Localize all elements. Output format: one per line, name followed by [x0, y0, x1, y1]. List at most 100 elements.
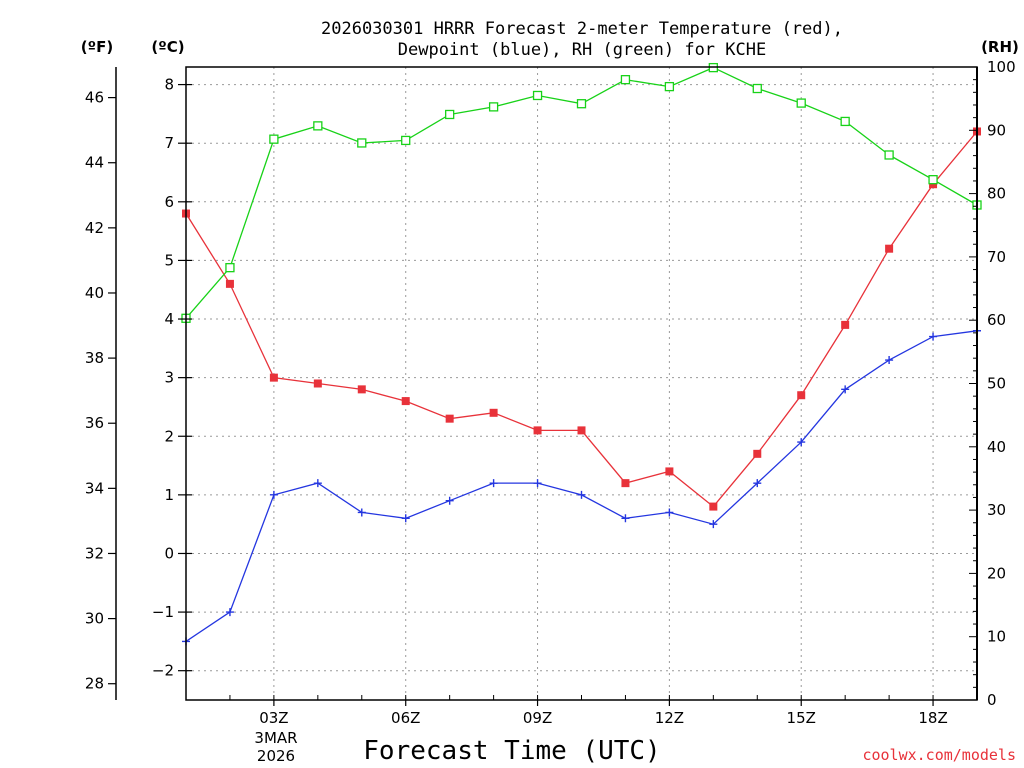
credit-text: coolwx.com/models: [862, 746, 1016, 764]
data-point-dewpoint: [533, 479, 542, 488]
data-point-temperature: [885, 244, 894, 253]
data-point-temperature: [621, 479, 630, 488]
y-tick-label-rh: 20: [987, 564, 1006, 582]
y-tick-label-f: 42: [85, 219, 104, 237]
data-point-rh: [269, 134, 279, 144]
y-tick-label-c: −2: [152, 662, 174, 680]
y-tick-label-f: 40: [85, 284, 104, 302]
y-tick-label-f: 28: [85, 675, 104, 693]
data-point-temperature: [665, 467, 674, 476]
y-tick-label-c: 3: [164, 369, 174, 387]
data-point-rh: [884, 150, 894, 160]
y-tick-label-rh: 30: [987, 501, 1006, 519]
data-point-temperature: [313, 379, 322, 388]
data-point-rh: [752, 83, 762, 94]
data-point-dewpoint: [401, 514, 410, 523]
data-point-rh: [664, 81, 675, 92]
data-point-temperature: [577, 426, 586, 435]
y-tick-label-rh: 10: [987, 628, 1006, 646]
data-point-dewpoint: [753, 479, 762, 488]
data-point-rh: [532, 90, 543, 101]
y-tick-label-f: 46: [85, 89, 104, 107]
data-point-dewpoint: [841, 385, 850, 394]
x-tick-label: 15Z: [787, 709, 816, 727]
data-point-dewpoint: [709, 520, 718, 529]
y-tick-label-rh: 40: [987, 438, 1006, 456]
y-tick-label-c: 6: [164, 193, 174, 211]
data-point-temperature: [445, 414, 454, 423]
axes-layer: −2−1012345678283032343638404244460102030…: [85, 58, 1016, 727]
x-tick-label: 12Z: [655, 709, 684, 727]
data-point-dewpoint: [313, 479, 322, 488]
y-tick-label-rh: 80: [987, 185, 1006, 203]
data-point-dewpoint: [489, 479, 498, 488]
data-point-rh: [357, 138, 367, 148]
data-point-dewpoint: [577, 490, 586, 499]
y-tick-label-c: 4: [164, 310, 174, 328]
y-tick-label-c: 7: [164, 134, 174, 152]
y-tick-label-c: 0: [164, 544, 174, 562]
y-tick-label-rh: 70: [987, 248, 1006, 266]
data-point-rh: [576, 99, 587, 109]
data-point-rh: [225, 263, 235, 273]
y-tick-label-f: 32: [85, 544, 104, 562]
data-point-dewpoint: [225, 608, 234, 617]
data-point-dewpoint: [269, 490, 278, 499]
data-point-temperature: [401, 397, 410, 406]
data-point-dewpoint: [797, 438, 806, 447]
data-point-rh: [928, 175, 938, 185]
y-tick-label-c: 5: [164, 251, 174, 269]
data-point-dewpoint: [357, 508, 366, 517]
data-point-temperature: [489, 408, 498, 417]
data-point-dewpoint: [929, 332, 938, 341]
data-point-rh: [401, 135, 411, 146]
y-tick-label-rh: 50: [987, 375, 1006, 393]
series-layer: [181, 62, 982, 646]
y-tick-label-f: 34: [85, 479, 104, 497]
chart-title-line-1: 2026030301 HRRR Forecast 2-meter Tempera…: [321, 19, 843, 39]
y-tick-label-rh: 60: [987, 311, 1006, 329]
y-tick-label-c: 8: [164, 76, 174, 94]
y-tick-label-c: −1: [152, 603, 174, 621]
data-point-rh: [620, 75, 631, 85]
x-tick-label: 09Z: [523, 709, 552, 727]
y-tick-label-rh: 100: [987, 58, 1016, 76]
y-tick-label-rh: 90: [987, 121, 1006, 139]
data-point-temperature: [753, 449, 762, 458]
grid-layer: [186, 67, 977, 700]
data-point-temperature: [709, 502, 718, 511]
data-point-dewpoint: [665, 508, 674, 517]
data-point-temperature: [357, 385, 366, 394]
y-tick-label-f: 36: [85, 414, 104, 432]
y-tick-label-f: 38: [85, 349, 104, 367]
data-point-dewpoint: [445, 496, 454, 505]
unit-rh-label: (RH): [981, 38, 1019, 56]
y-tick-label-rh: 0: [987, 691, 997, 709]
y-tick-label-f: 30: [85, 610, 104, 628]
data-point-temperature: [533, 426, 542, 435]
data-point-temperature: [269, 373, 278, 382]
data-point-temperature: [797, 391, 806, 400]
y-tick-label-c: 2: [164, 427, 174, 445]
x-tick-label: 18Z: [918, 709, 947, 727]
series-dewpoint: [182, 326, 981, 646]
data-point-rh: [796, 98, 806, 108]
data-point-temperature: [225, 279, 234, 288]
data-point-temperature: [841, 320, 850, 329]
x-axis-title: Forecast Time (UTC): [363, 736, 660, 766]
series-rh: [181, 62, 982, 323]
y-tick-label-c: 1: [164, 486, 174, 504]
data-point-rh: [840, 116, 850, 127]
x-tick-label: 03Z: [259, 709, 288, 727]
date-label-year: 2026: [257, 747, 295, 765]
x-tick-label: 06Z: [391, 709, 420, 727]
date-label-day: 3MAR: [254, 729, 297, 747]
data-point-rh: [313, 121, 323, 131]
data-point-rh: [488, 102, 499, 112]
plot-frame: [185, 66, 978, 701]
data-point-dewpoint: [885, 356, 894, 365]
chart-title-line-2: Dewpoint (blue), RH (green) for KCHE: [398, 40, 766, 60]
data-point-dewpoint: [621, 514, 630, 523]
data-point-rh: [445, 109, 455, 120]
